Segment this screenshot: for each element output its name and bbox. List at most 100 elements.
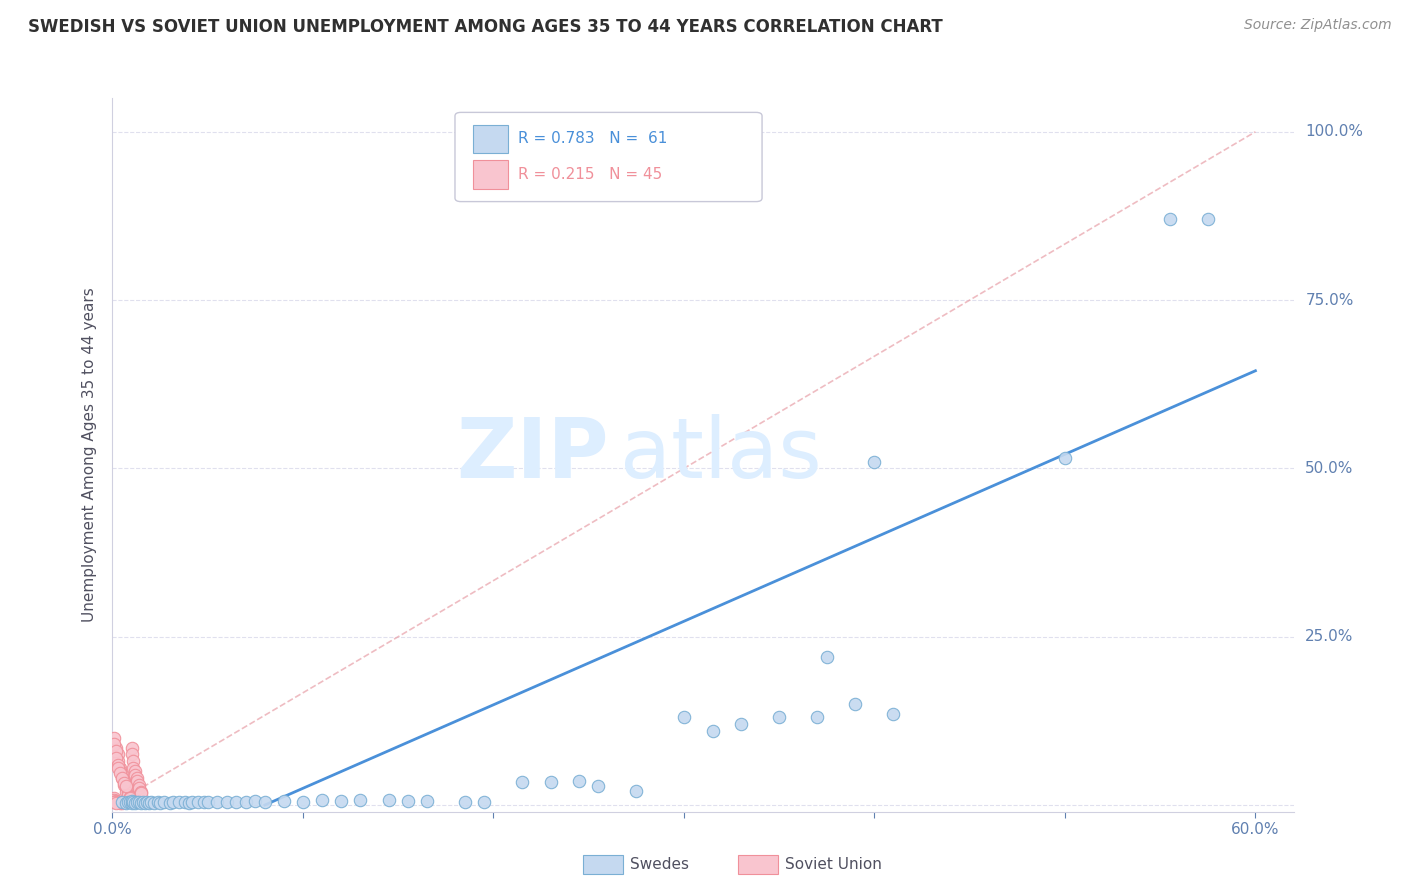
Point <box>105 794 128 808</box>
Point <box>112 774 135 789</box>
FancyBboxPatch shape <box>456 112 762 202</box>
Point <box>108 764 131 779</box>
Point <box>122 795 145 809</box>
Point <box>118 795 141 809</box>
Point <box>568 774 591 789</box>
Point <box>103 791 125 805</box>
Point <box>882 707 904 722</box>
Point <box>253 795 276 809</box>
Text: Source: ZipAtlas.com: Source: ZipAtlas.com <box>1244 18 1392 32</box>
Point <box>167 795 190 809</box>
Point <box>121 740 143 755</box>
Point <box>1053 451 1076 466</box>
Point <box>107 761 129 775</box>
Point <box>127 795 149 809</box>
Point <box>129 784 152 798</box>
Point <box>122 761 145 775</box>
FancyBboxPatch shape <box>472 161 508 189</box>
Text: 25.0%: 25.0% <box>1305 629 1354 644</box>
Point <box>107 754 129 768</box>
Point <box>129 786 152 800</box>
Point <box>702 723 724 738</box>
Point <box>121 794 143 808</box>
Point <box>127 771 149 785</box>
Point <box>159 796 181 810</box>
Point <box>162 795 184 809</box>
Point <box>111 796 134 810</box>
Point <box>586 779 609 793</box>
Y-axis label: Unemployment Among Ages 35 to 44 years: Unemployment Among Ages 35 to 44 years <box>82 287 97 623</box>
Point <box>134 796 156 810</box>
Point <box>108 765 131 780</box>
Point <box>124 767 146 781</box>
Point <box>103 792 125 806</box>
Point <box>349 793 371 807</box>
Point <box>173 795 195 809</box>
Point <box>235 795 257 809</box>
Text: SWEDISH VS SOVIET UNION UNEMPLOYMENT AMONG AGES 35 TO 44 YEARS CORRELATION CHART: SWEDISH VS SOVIET UNION UNEMPLOYMENT AMO… <box>28 18 943 36</box>
Text: 100.0%: 100.0% <box>1305 124 1364 139</box>
Point <box>128 781 150 796</box>
Point <box>181 795 204 809</box>
Point <box>124 764 146 779</box>
Point <box>132 795 155 809</box>
Point <box>111 767 134 781</box>
Text: 75.0%: 75.0% <box>1305 293 1354 308</box>
Point <box>806 710 828 724</box>
Point <box>815 649 838 664</box>
Point <box>377 793 399 807</box>
Point <box>105 744 128 758</box>
Point <box>139 795 162 809</box>
Point <box>105 796 128 810</box>
Point <box>472 795 495 809</box>
Point <box>122 754 145 768</box>
Point <box>118 791 141 805</box>
Point <box>138 796 160 810</box>
Text: ZIP: ZIP <box>456 415 609 495</box>
Point <box>117 795 139 809</box>
Point <box>112 778 135 792</box>
Text: atlas: atlas <box>620 415 823 495</box>
Point <box>416 794 439 808</box>
Point <box>128 795 150 809</box>
Point <box>730 717 752 731</box>
Point <box>245 794 267 808</box>
Point <box>148 795 170 809</box>
Point <box>187 795 209 809</box>
Point <box>121 796 143 810</box>
Point <box>105 751 128 765</box>
Point <box>108 761 131 775</box>
Point <box>197 795 219 809</box>
Point <box>114 784 136 798</box>
Point <box>1159 212 1181 227</box>
Point <box>114 781 136 796</box>
Point <box>127 774 149 789</box>
Point <box>510 775 533 789</box>
Point <box>768 710 790 724</box>
Point <box>273 794 295 808</box>
Point <box>128 778 150 792</box>
Point <box>626 784 648 798</box>
Point <box>454 795 477 809</box>
Point <box>105 740 128 755</box>
Text: Soviet Union: Soviet Union <box>785 857 882 871</box>
Point <box>135 795 157 809</box>
Point <box>114 796 136 810</box>
Point <box>672 710 695 724</box>
Point <box>215 795 238 809</box>
Point <box>143 796 166 810</box>
Point <box>107 757 129 772</box>
Point <box>149 796 172 810</box>
Point <box>111 771 134 785</box>
Point <box>124 796 146 810</box>
Text: 50.0%: 50.0% <box>1305 461 1354 476</box>
Point <box>103 731 125 745</box>
Point <box>177 796 200 810</box>
Point <box>107 747 129 762</box>
Point <box>311 793 333 807</box>
Point <box>207 795 229 809</box>
Point <box>111 771 134 785</box>
Point <box>193 795 215 809</box>
Point <box>1197 212 1219 227</box>
Point <box>108 796 131 810</box>
